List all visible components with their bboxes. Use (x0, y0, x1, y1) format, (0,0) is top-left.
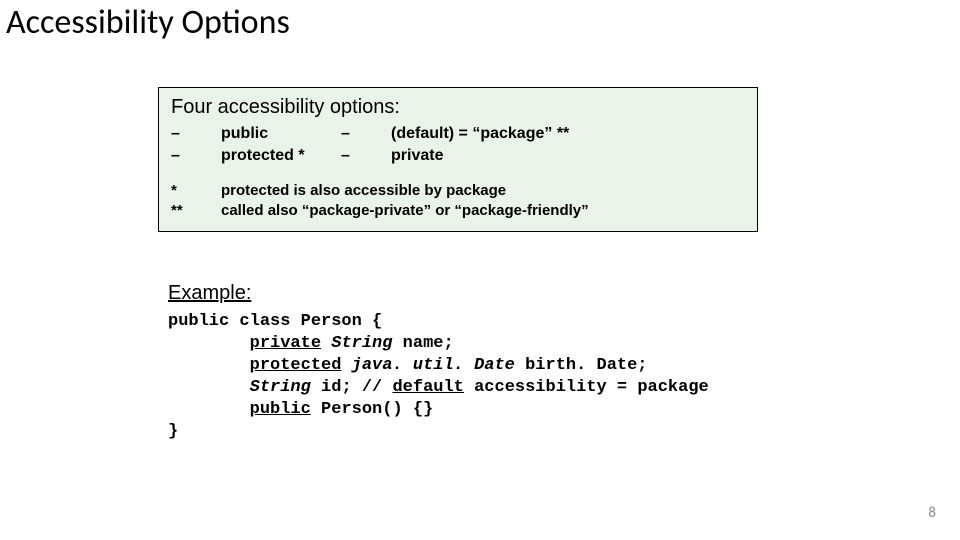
note-row: ** called also “package-private” or “pac… (171, 201, 745, 221)
option-keyword: protected * (221, 145, 341, 167)
example-block: Example: public class Person { private S… (168, 282, 709, 443)
note-text: called also “package-private” or “packag… (221, 201, 745, 221)
code-type: String (250, 378, 311, 397)
code-keyword: private (250, 334, 321, 353)
code-text: Person() {} (311, 400, 433, 419)
note-marker: * (171, 181, 221, 201)
code-keyword: public (250, 400, 311, 419)
page-title: Accessibility Options (6, 2, 290, 43)
notes-block: * protected is also accessible by packag… (171, 181, 745, 221)
box-header: Four accessibility options: (171, 96, 745, 119)
code-text: birth. Date; (515, 356, 648, 375)
bullet: – (171, 123, 221, 145)
option-desc: (default) = “package” ** (391, 123, 569, 145)
option-row: – protected * – private (171, 145, 745, 167)
code-line: } (168, 422, 178, 441)
code-type: java. util. Date (341, 356, 514, 375)
options-box: Four accessibility options: – public – (… (158, 87, 758, 232)
option-row: – public – (default) = “package” ** (171, 123, 745, 145)
option-desc: private (391, 145, 443, 167)
code-type: String (321, 334, 392, 353)
code-text: accessibility = package (464, 378, 709, 397)
bullet: – (341, 123, 391, 145)
note-marker: ** (171, 201, 221, 221)
option-keyword: public (221, 123, 341, 145)
note-text: protected is also accessible by package (221, 181, 745, 201)
note-row: * protected is also accessible by packag… (171, 181, 745, 201)
code-text: name; (392, 334, 453, 353)
code-keyword: default (392, 378, 463, 397)
page-number: 8 (928, 504, 936, 522)
bullet: – (171, 145, 221, 167)
code-keyword: protected (250, 356, 342, 375)
bullet: – (341, 145, 391, 167)
code-line: public class Person { (168, 312, 382, 331)
code-text: id; // (311, 378, 393, 397)
example-label: Example: (168, 282, 709, 305)
code-block: public class Person { private String nam… (168, 311, 709, 443)
